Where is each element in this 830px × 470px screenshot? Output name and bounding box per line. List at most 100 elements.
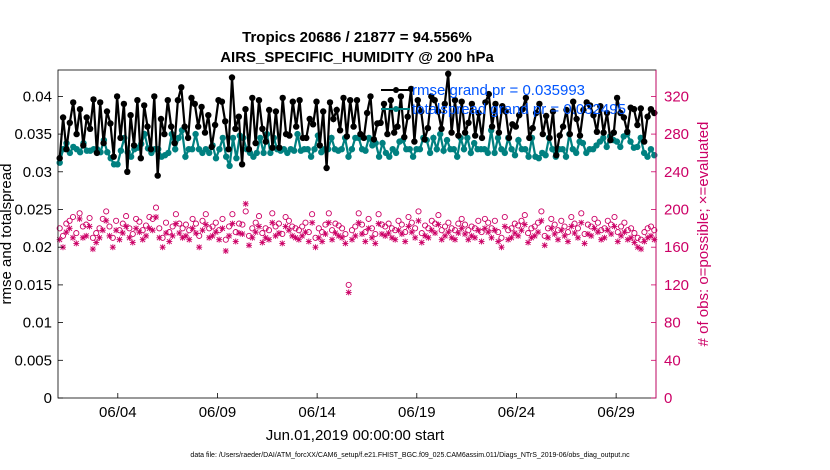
rmse-point xyxy=(549,108,557,115)
obs-possible-point xyxy=(608,221,615,228)
rmse-point xyxy=(151,93,158,100)
obs-evaluated-point xyxy=(475,227,482,234)
obs-evaluated-point xyxy=(495,238,502,245)
rmse-point xyxy=(63,146,70,153)
rmse-point xyxy=(171,139,178,147)
obs-evaluated-point xyxy=(96,234,103,241)
obs-possible-point xyxy=(126,225,133,232)
rmse-point xyxy=(201,129,209,136)
obs-evaluated-point xyxy=(252,229,259,236)
rmse-point xyxy=(377,119,384,127)
rmse-point xyxy=(225,146,232,153)
obs-possible-point xyxy=(89,234,96,241)
rmse-point xyxy=(472,132,479,139)
obs-evaluated-point xyxy=(498,244,505,251)
obs-possible-point xyxy=(412,225,419,232)
obs-evaluated-point xyxy=(422,232,429,239)
obs-possible-point xyxy=(69,213,77,221)
obs-evaluated-point xyxy=(551,231,558,237)
rmse-point xyxy=(367,93,374,100)
obs-evaluated-point xyxy=(545,234,552,241)
spread-point xyxy=(348,146,356,153)
rmse-point xyxy=(252,139,259,147)
obs-possible-point xyxy=(441,223,449,230)
rmse-point xyxy=(431,97,438,104)
obs-possible-point xyxy=(458,215,465,222)
obs-evaluated-point xyxy=(226,232,233,239)
obs-possible-point xyxy=(398,221,405,228)
rmse-point xyxy=(546,134,553,142)
rmse-point xyxy=(303,134,310,142)
obs-evaluated-point xyxy=(561,232,568,239)
obs-possible-point xyxy=(196,232,203,239)
rmse-point xyxy=(512,123,519,130)
rmse-point xyxy=(313,98,320,105)
obs-evaluated-point xyxy=(149,227,156,234)
x-tick-label: 06/09 xyxy=(199,404,237,421)
spread-point xyxy=(386,153,393,160)
obs-possible-point xyxy=(339,225,346,232)
rmse-point xyxy=(536,100,543,108)
spread-point xyxy=(430,134,437,142)
obs-evaluated-point xyxy=(116,236,123,243)
obs-possible-point xyxy=(405,213,412,221)
obs-evaluated-point xyxy=(285,227,292,234)
obs-possible-point xyxy=(59,232,67,239)
obs-evaluated-point xyxy=(236,230,243,237)
obs-evaluated-point xyxy=(425,234,432,241)
obs-possible-point xyxy=(302,219,309,226)
obs-possible-point xyxy=(212,219,219,226)
obs-possible-point xyxy=(149,215,156,222)
obs-evaluated-point xyxy=(299,232,306,239)
spread-point xyxy=(535,155,542,162)
spread-point xyxy=(437,130,444,138)
obs-possible-point xyxy=(481,215,488,222)
obs-evaluated-point xyxy=(455,230,462,237)
obs-possible-point xyxy=(189,215,196,222)
obs-possible-point xyxy=(209,223,216,230)
obs-evaluated-point xyxy=(458,225,465,232)
obs-possible-point xyxy=(375,211,382,218)
obs-possible-point xyxy=(505,227,512,234)
x-axis: 06/04 06/09 06/14 06/19 06/24 06/29 xyxy=(99,393,635,421)
obs-evaluated-point xyxy=(388,234,395,241)
spread-point xyxy=(253,149,260,157)
obs-evaluated-point xyxy=(162,230,169,237)
obs-evaluated-point xyxy=(604,227,611,234)
rmse-point xyxy=(86,125,94,132)
obs-evaluated-point xyxy=(129,239,136,246)
obs-possible-point xyxy=(568,213,575,221)
rmse-point xyxy=(580,106,587,114)
obs-possible-point xyxy=(192,220,199,227)
spread-point xyxy=(579,139,587,147)
right-y-tick-label: 0 xyxy=(664,390,672,407)
obs-evaluated-point xyxy=(408,229,415,236)
spread-point xyxy=(471,139,478,147)
spread-point xyxy=(229,134,237,142)
rmse-point xyxy=(573,115,580,123)
obs-possible-point xyxy=(641,229,648,236)
spread-point xyxy=(304,146,311,153)
obs-evaluated-point xyxy=(521,221,528,228)
obs-possible-point xyxy=(355,210,362,217)
obs-evaluated-point xyxy=(172,220,179,227)
obs-evaluated-point xyxy=(452,236,459,243)
obs-evaluated-point xyxy=(89,246,96,253)
obs-evaluated-point xyxy=(528,234,535,241)
obs-evaluated-point xyxy=(176,230,183,237)
rmse-point xyxy=(600,129,607,136)
spread-point xyxy=(600,134,607,142)
rmse-point xyxy=(286,132,293,139)
obs-possible-point xyxy=(96,225,103,232)
obs-possible-point xyxy=(66,217,73,224)
obs-possible-point xyxy=(611,213,618,221)
rmse-point xyxy=(188,94,195,102)
obs-evaluated-point xyxy=(156,234,163,241)
obs-evaluated-point xyxy=(229,220,236,227)
rmse-point xyxy=(516,112,523,119)
rmse-point xyxy=(124,168,131,175)
obs-evaluated-point xyxy=(368,234,375,241)
obs-possible-point xyxy=(528,225,535,232)
obs-evaluated-point xyxy=(86,223,93,230)
obs-evaluated-point xyxy=(491,227,498,234)
